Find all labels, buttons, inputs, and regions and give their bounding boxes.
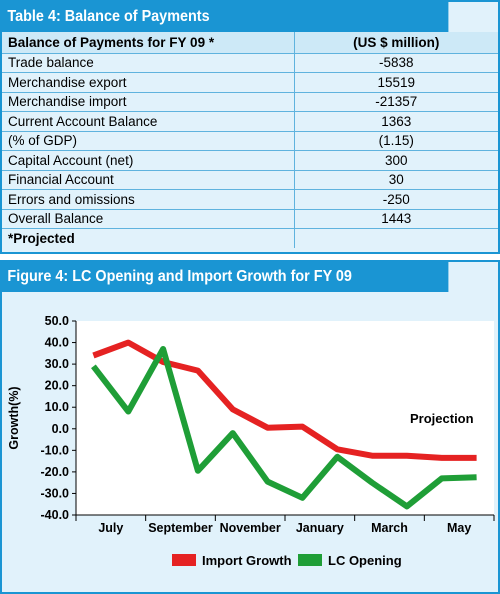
x-tick-label: March [371, 521, 408, 535]
balance-of-payments-panel: Table 4: Balance of Payments Balance of … [0, 0, 500, 254]
balance-of-payments-table: Balance of Payments for FY 09 * (US $ mi… [2, 32, 498, 248]
y-tick-label: -10.0 [41, 443, 70, 457]
y-tick-label: -20.0 [41, 465, 70, 479]
table-row: Errors and omissions -250 [2, 189, 498, 210]
row-value: 1443 [294, 209, 498, 229]
y-axis-title: Growth(%) [7, 386, 21, 449]
y-tick-label: 30.0 [45, 357, 69, 371]
table-title: Table 4: Balance of Payments [2, 2, 449, 32]
header-label: Balance of Payments for FY 09 * [2, 32, 295, 54]
row-label: (% of GDP) [2, 131, 295, 151]
row-label: Merchandise export [2, 72, 295, 93]
row-value: -250 [294, 189, 498, 210]
x-tick-label: January [296, 521, 344, 535]
table-row: Merchandise import -21357 [2, 92, 498, 112]
lc-opening-legend-label: LC Opening [328, 553, 402, 568]
y-tick-label: 0.0 [52, 422, 69, 436]
lc-opening-line [91, 346, 477, 510]
projection-annotation: Projection [410, 411, 474, 426]
row-value: 300 [294, 150, 498, 171]
table-header-row: Balance of Payments for FY 09 * (US $ mi… [2, 32, 498, 54]
row-value: 1363 [294, 111, 498, 132]
table-footnote-row: *Projected [2, 228, 498, 248]
row-value: 15519 [294, 72, 498, 93]
figure-title: Figure 4: LC Opening and Import Growth f… [2, 262, 449, 292]
row-label: Overall Balance [2, 209, 295, 229]
table-row: Trade balance -5838 [2, 53, 498, 73]
import-growth-legend-swatch [172, 554, 196, 566]
table-row: Merchandise export 15519 [2, 72, 498, 93]
row-label: Merchandise import [2, 92, 295, 112]
x-tick-label: July [98, 521, 123, 535]
x-tick-label: May [447, 521, 471, 535]
lc-opening-legend-swatch [298, 554, 322, 566]
row-label: Capital Account (net) [2, 150, 295, 171]
row-value: -21357 [294, 92, 498, 112]
x-tick-label: September [148, 521, 213, 535]
row-label: Financial Account [2, 170, 295, 190]
import-growth-legend-label: Import Growth [202, 553, 292, 568]
line-chart: 50.0 40.0 30.0 20.0 10.0 0.0 -10.0 -20.0 -30.0 -4… [7, 314, 495, 568]
table-row: Capital Account (net) 300 [2, 150, 498, 171]
lc-import-growth-panel: Figure 4: LC Opening and Import Growth f… [0, 260, 500, 594]
y-tick-label: -40.0 [41, 508, 70, 522]
table-row: (% of GDP) (1.15) [2, 131, 498, 151]
header-value: (US $ million) [294, 32, 498, 54]
row-label: Errors and omissions [2, 189, 295, 210]
y-tick-label: 10.0 [45, 400, 69, 414]
y-tick-label: 20.0 [45, 379, 69, 393]
x-tick-label: November [220, 521, 281, 535]
row-value: (1.15) [294, 131, 498, 151]
table-row: Overall Balance 1443 [2, 209, 498, 229]
footnote: *Projected [2, 228, 295, 248]
table-row: Current Account Balance 1363 [2, 111, 498, 132]
row-value: 30 [294, 170, 498, 190]
row-label: Current Account Balance [2, 111, 295, 132]
row-value: -5838 [294, 53, 498, 73]
table-row: Financial Account 30 [2, 170, 498, 190]
y-tick-label: 50.0 [45, 314, 69, 328]
y-tick-label: 40.0 [45, 336, 69, 350]
y-tick-label: -30.0 [41, 486, 70, 500]
row-label: Trade balance [2, 53, 295, 73]
